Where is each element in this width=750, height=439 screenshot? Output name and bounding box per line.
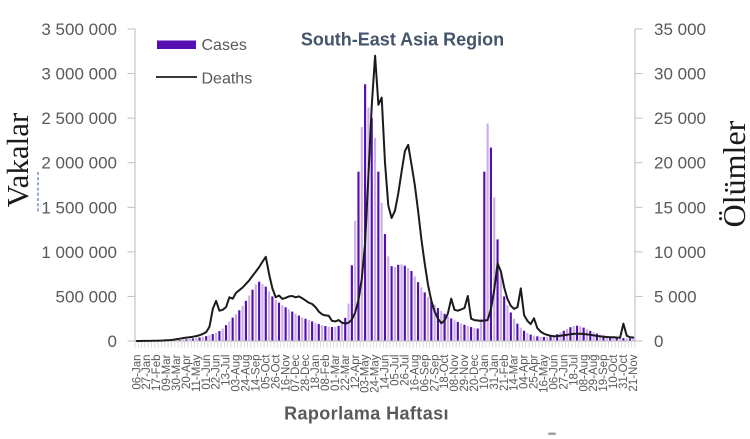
svg-text:13-Jul: 13-Jul: [221, 355, 233, 386]
svg-text:35 000: 35 000: [654, 20, 706, 39]
svg-text:18-Jul: 18-Jul: [568, 355, 580, 386]
svg-text:1 500 000: 1 500 000: [41, 198, 117, 217]
svg-text:10-Jan: 10-Jan: [479, 355, 491, 390]
svg-text:16-May: 16-May: [539, 354, 551, 393]
svg-text:25-Apr: 25-Apr: [529, 354, 541, 389]
svg-text:30 000: 30 000: [654, 65, 706, 84]
svg-text:17-Feb: 17-Feb: [151, 355, 163, 391]
svg-text:5 000: 5 000: [654, 287, 697, 306]
svg-text:28-Dec: 28-Dec: [300, 354, 312, 391]
svg-text:08-Aug: 08-Aug: [578, 355, 590, 392]
svg-text:21-Nov: 21-Nov: [628, 354, 640, 391]
svg-text:2 500 000: 2 500 000: [41, 109, 117, 128]
svg-text:3 000 000: 3 000 000: [41, 65, 117, 84]
svg-text:20-Apr: 20-Apr: [181, 354, 193, 389]
svg-text:14-Jun: 14-Jun: [380, 355, 392, 390]
svg-text:31-Jan: 31-Jan: [489, 355, 501, 390]
svg-text:12-Apr: 12-Apr: [350, 354, 362, 389]
svg-text:2 000 000: 2 000 000: [41, 154, 117, 173]
svg-text:14-Mar: 14-Mar: [509, 354, 521, 391]
svg-text:Ölümler: Ölümler: [716, 120, 750, 227]
svg-text:05-Jul: 05-Jul: [390, 355, 402, 386]
svg-text:01-Jun: 01-Jun: [201, 355, 213, 390]
svg-text:14-Sep: 14-Sep: [250, 355, 262, 392]
svg-text:05-Oct: 05-Oct: [260, 354, 272, 389]
svg-text:01-Mar: 01-Mar: [330, 354, 342, 391]
svg-text:06-Jan: 06-Jan: [131, 355, 143, 390]
svg-text:18-Jan: 18-Jan: [310, 355, 322, 390]
svg-text:08-Nov: 08-Nov: [449, 354, 461, 391]
svg-text:19-Sep: 19-Sep: [598, 355, 610, 392]
svg-text:09-Mar: 09-Mar: [161, 354, 173, 391]
svg-text:29-Nov: 29-Nov: [459, 354, 471, 391]
svg-text:500 000: 500 000: [56, 287, 117, 306]
svg-text:26-Jul: 26-Jul: [399, 355, 411, 386]
svg-text:18-Oct: 18-Oct: [439, 354, 451, 389]
svg-text:11-May: 11-May: [191, 354, 203, 392]
svg-text:24-May: 24-May: [370, 354, 382, 393]
svg-text:Raporlama Haftası: Raporlama Haftası: [284, 404, 449, 424]
svg-text:08-Feb: 08-Feb: [320, 355, 332, 391]
svg-text:15 000: 15 000: [654, 198, 706, 217]
svg-text:0: 0: [108, 332, 117, 351]
svg-text:Vakalar: Vakalar: [0, 112, 35, 207]
svg-text:06-Jun: 06-Jun: [548, 355, 560, 390]
svg-text:South-East Asia Region: South-East Asia Region: [301, 30, 504, 50]
svg-text:26-Oct: 26-Oct: [270, 354, 282, 389]
svg-text:0: 0: [654, 332, 663, 351]
svg-text:25 000: 25 000: [654, 109, 706, 128]
svg-text:10-Oct: 10-Oct: [608, 354, 620, 389]
svg-text:27-Sep: 27-Sep: [429, 355, 441, 392]
svg-text:04-Apr: 04-Apr: [519, 354, 531, 389]
svg-text:21-Feb: 21-Feb: [499, 355, 511, 391]
svg-text:16-Aug: 16-Aug: [409, 355, 421, 392]
svg-text:27-Jan: 27-Jan: [141, 355, 153, 390]
svg-text:3 500 000: 3 500 000: [41, 20, 117, 39]
svg-text:Cases: Cases: [202, 37, 247, 54]
svg-text:29-Aug: 29-Aug: [588, 355, 600, 392]
svg-text:16-Nov: 16-Nov: [280, 354, 292, 391]
svg-text:31-Oct: 31-Oct: [618, 354, 630, 389]
svg-text:27-Jun: 27-Jun: [558, 355, 570, 390]
svg-text:03-May: 03-May: [360, 354, 372, 393]
svg-text:22-Jun: 22-Jun: [211, 355, 223, 390]
svg-text:1 000 000: 1 000 000: [41, 243, 117, 262]
svg-text:03-Aug: 03-Aug: [231, 355, 243, 392]
svg-text:20-Dec: 20-Dec: [469, 354, 481, 391]
svg-text:06-Sep: 06-Sep: [419, 355, 431, 392]
svg-text:30-Mar: 30-Mar: [171, 354, 183, 391]
svg-text:24-Aug: 24-Aug: [241, 355, 253, 392]
svg-text:20 000: 20 000: [654, 154, 706, 173]
svg-text:10 000: 10 000: [654, 243, 706, 262]
svg-text:07-Dec: 07-Dec: [290, 354, 302, 391]
svg-text:22-Mar: 22-Mar: [340, 354, 352, 391]
svg-text:Deaths: Deaths: [202, 71, 253, 88]
